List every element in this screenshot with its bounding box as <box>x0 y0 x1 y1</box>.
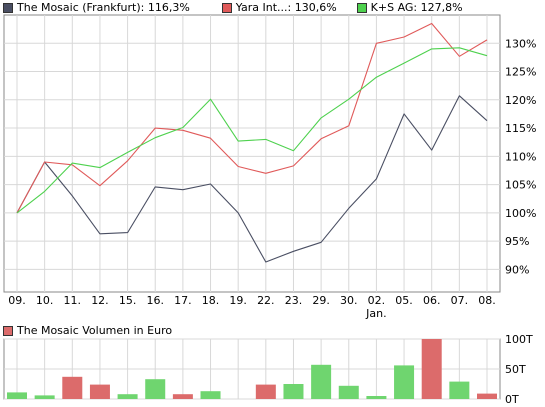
volume-bar <box>34 395 55 399</box>
x-tick-label: 07. <box>451 294 469 307</box>
y-tick-label: 90% <box>505 263 529 276</box>
x-tick-label: 23. <box>285 294 303 307</box>
x-tick-label: 30. <box>340 294 358 307</box>
x-tick-label: 02. <box>368 294 386 307</box>
volume-bar <box>338 385 359 399</box>
x-tick-label: 11. <box>64 294 82 307</box>
y-tick-label: 115% <box>505 122 536 135</box>
volume-bar <box>394 365 415 399</box>
volume-bar <box>255 384 276 399</box>
legend-label-ks: K+S AG: 127,8% <box>370 1 463 14</box>
price-panel-frame <box>3 14 501 293</box>
legend-item-ks: K+S AG: 127,8% <box>356 1 463 15</box>
x-tick-label: 08. <box>478 294 496 307</box>
y-tick-label: 125% <box>505 66 536 79</box>
x-tick-label: 22. <box>257 294 275 307</box>
legend-label-mosaic: The Mosaic (Frankfurt): 116,3% <box>17 1 190 14</box>
y-tick-label: 95% <box>505 235 529 248</box>
x-tick-label: 19. <box>229 294 247 307</box>
volume-y-tick-label: 100T <box>505 333 533 346</box>
volume-bar <box>200 391 221 399</box>
volume-bar <box>421 339 442 399</box>
x-tick-label: 05. <box>395 294 413 307</box>
legend-item-mosaic: The Mosaic (Frankfurt): 116,3% <box>3 1 190 15</box>
volume-bar <box>477 393 497 399</box>
x-tick-label: 29. <box>312 294 330 307</box>
volume-legend: The Mosaic Volumen in Euro <box>3 324 172 338</box>
series-line-0 <box>16 95 488 263</box>
x-tick-label: 16. <box>146 294 164 307</box>
volume-bar <box>283 384 304 399</box>
legend-swatch-yara <box>221 3 232 13</box>
x-tick-label: 17. <box>174 294 192 307</box>
series-line-1 <box>16 22 488 214</box>
x-tick-label: 09. <box>8 294 26 307</box>
volume-bar <box>311 364 332 399</box>
volume-legend-swatch <box>3 326 13 336</box>
y-tick-label: 120% <box>505 94 536 107</box>
price-legend: The Mosaic (Frankfurt): 116,3% Yara Int.… <box>3 1 475 15</box>
volume-y-tick-label: 0T <box>505 393 519 406</box>
x-tick-label: 18. <box>202 294 220 307</box>
x-tick-label: 06. <box>423 294 441 307</box>
legend-label-yara: Yara Int...: 130,6% <box>235 1 337 14</box>
x-tick-label: 15. <box>119 294 137 307</box>
volume-bar <box>172 394 193 399</box>
volume-y-tick-label: 50T <box>505 363 526 376</box>
volume-bar <box>7 392 27 399</box>
volume-bar <box>449 381 470 399</box>
x-tick-label: 10. <box>36 294 54 307</box>
x-tick-label: 12. <box>91 294 109 307</box>
y-tick-label: 105% <box>505 179 536 192</box>
series-line-2 <box>16 47 488 214</box>
volume-bar <box>89 384 110 399</box>
volume-bar <box>62 376 83 399</box>
y-tick-label: 130% <box>505 37 536 50</box>
volume-bar <box>366 396 387 399</box>
volume-bar <box>145 379 166 399</box>
legend-item-yara: Yara Int...: 130,6% <box>221 1 337 15</box>
legend-swatch-ks <box>356 3 367 13</box>
volume-legend-label: The Mosaic Volumen in Euro <box>17 324 173 337</box>
volume-bar <box>117 394 138 399</box>
legend-swatch-mosaic <box>3 3 13 13</box>
x-tick-sublabel: Jan. <box>365 307 386 320</box>
y-tick-label: 100% <box>505 207 536 220</box>
y-tick-label: 110% <box>505 150 536 163</box>
